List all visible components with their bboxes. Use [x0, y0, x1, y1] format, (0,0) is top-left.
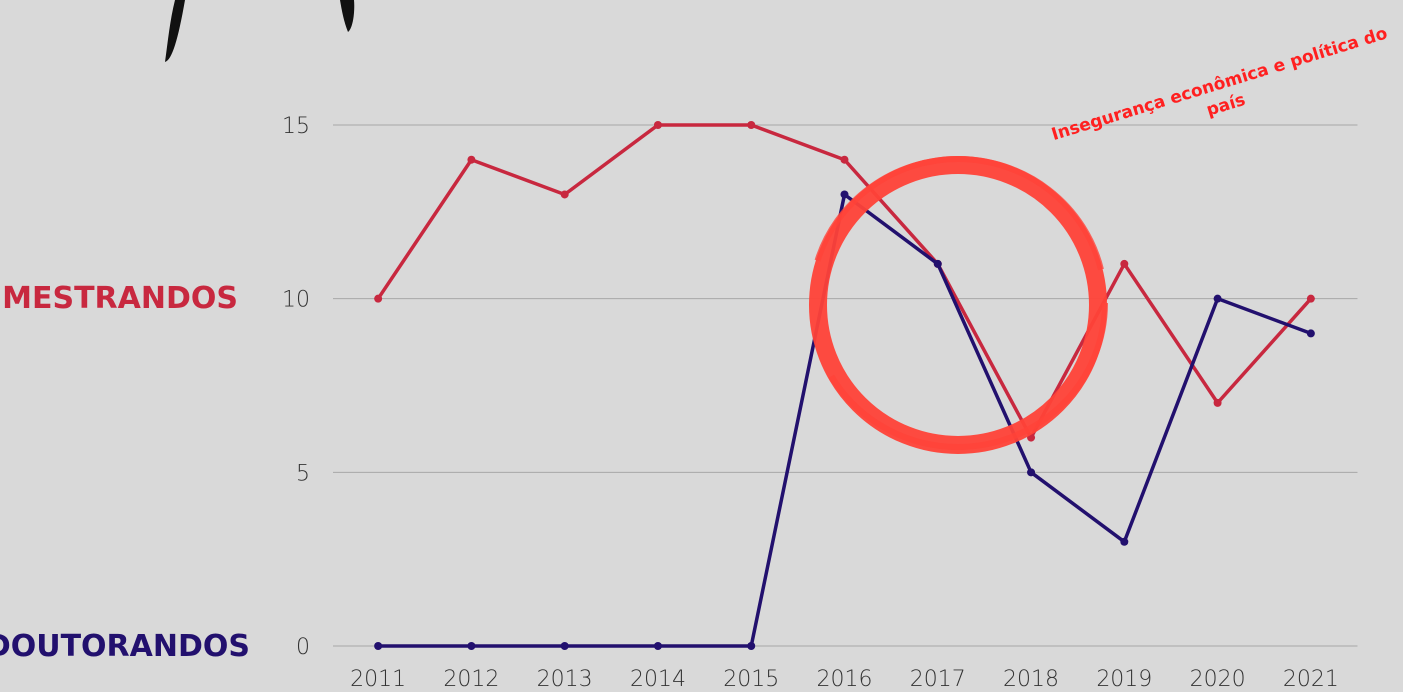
y-tick-label: 0 — [296, 635, 310, 660]
y-tick-label: 5 — [296, 461, 310, 486]
x-tick-label: 2015 — [723, 667, 779, 692]
data-point — [654, 642, 662, 650]
data-point — [467, 642, 475, 650]
x-tick-label: 2011 — [350, 667, 406, 692]
data-point — [1214, 399, 1222, 407]
data-point — [374, 295, 382, 303]
x-tick-label: 2020 — [1190, 667, 1246, 692]
chart: 0 5 10 15 2011 2012 2013 2014 2015 2016 2017 2018 20… — [0, 0, 1403, 692]
y-tick-label: 10 — [282, 288, 310, 313]
x-tick-label: 2013 — [537, 667, 593, 692]
data-point — [1027, 468, 1035, 476]
data-point — [1307, 329, 1315, 337]
series-label: MESTRANDOS — [2, 281, 238, 316]
y-tick-label: 15 — [282, 114, 310, 139]
data-point — [561, 190, 569, 198]
data-point — [374, 642, 382, 650]
data-point — [467, 156, 475, 164]
data-point — [747, 642, 755, 650]
series-label: DOUTORANDOS — [0, 629, 250, 664]
data-point — [1307, 295, 1315, 303]
data-point — [654, 121, 662, 129]
data-point — [841, 156, 849, 164]
data-point — [1120, 260, 1128, 268]
x-tick-label: 2021 — [1283, 667, 1339, 692]
x-tick-label: 2018 — [1003, 667, 1059, 692]
x-tick-label: 2016 — [817, 667, 873, 692]
data-point — [841, 190, 849, 198]
data-point — [1214, 295, 1222, 303]
data-point — [934, 260, 942, 268]
data-point — [1120, 538, 1128, 546]
x-tick-label: 2019 — [1096, 667, 1152, 692]
data-point — [561, 642, 569, 650]
x-tick-label: 2017 — [910, 667, 966, 692]
data-point — [747, 121, 755, 129]
x-tick-label: 2012 — [443, 667, 499, 692]
x-tick-label: 2014 — [630, 667, 686, 692]
